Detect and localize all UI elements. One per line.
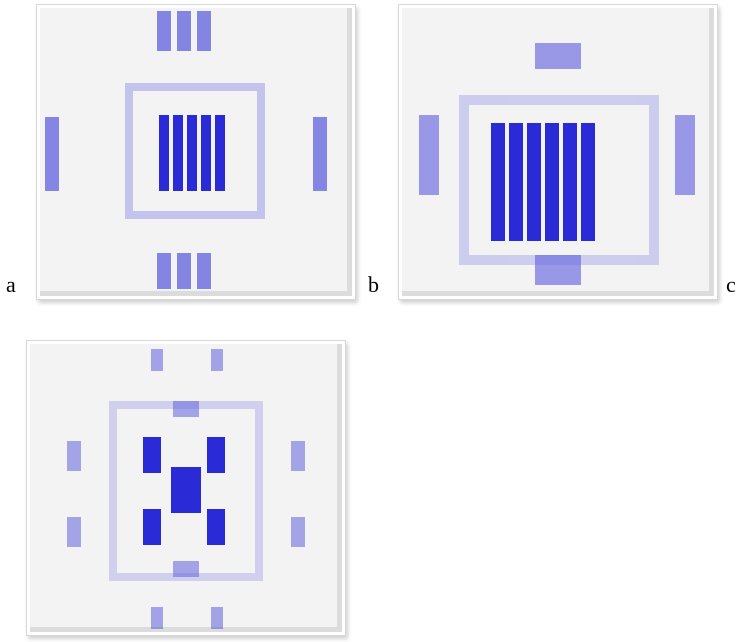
panel-a-label: a bbox=[6, 272, 16, 297]
panel-c-label: c bbox=[726, 272, 736, 297]
panel-b-pattern bbox=[419, 43, 695, 285]
panel-a-pattern bbox=[45, 11, 327, 289]
panel-a bbox=[36, 4, 356, 300]
panel-c-pattern bbox=[67, 349, 305, 629]
panel-b-label: b bbox=[368, 272, 379, 297]
panel-b bbox=[398, 4, 718, 300]
panel-c bbox=[26, 340, 346, 636]
